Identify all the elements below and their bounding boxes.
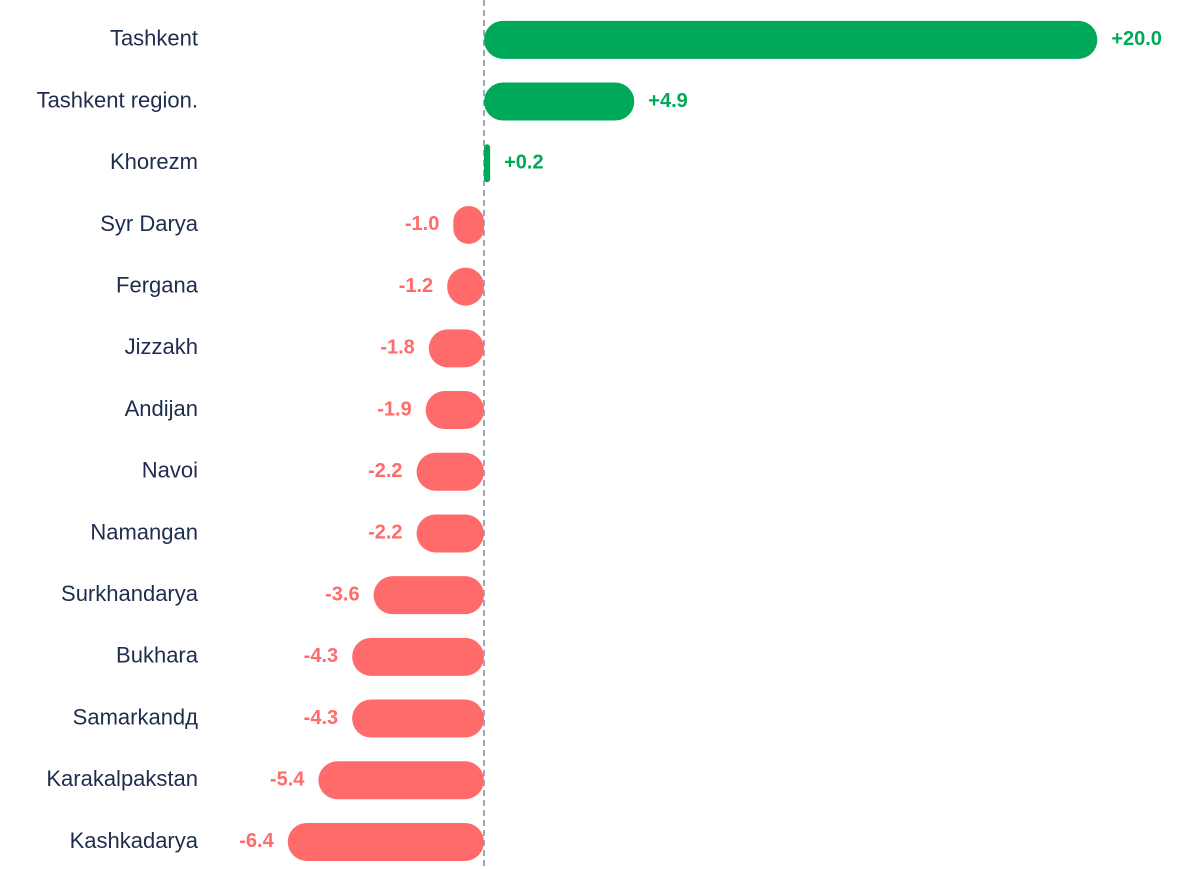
bar (425, 391, 484, 430)
category-label: Jizzakh (125, 334, 198, 359)
category-label: Fergana (116, 272, 199, 297)
bar (287, 822, 484, 861)
category-label: Andijan (125, 396, 198, 421)
bar (484, 20, 1098, 59)
category-label: Tashkent (110, 26, 198, 51)
value-label: -5.4 (270, 769, 305, 791)
bar (484, 144, 491, 183)
value-label: +0.2 (504, 152, 543, 174)
category-label: Khorezm (110, 149, 198, 174)
category-label: Namangan (90, 519, 198, 544)
bar (373, 576, 484, 615)
bar (416, 452, 484, 491)
value-label: -4.3 (304, 645, 338, 667)
value-label: -1.9 (377, 398, 411, 420)
value-label: -2.2 (368, 460, 402, 482)
bar (453, 205, 484, 244)
category-label: Samarkandд (73, 704, 199, 729)
bar (416, 514, 484, 553)
value-label: -2.2 (368, 522, 402, 544)
value-label: +20.0 (1111, 28, 1162, 50)
category-label: Bukhara (116, 643, 199, 668)
bar (484, 82, 635, 121)
category-label: Tashkent region. (37, 87, 198, 112)
bar (447, 267, 484, 306)
category-label: Syr Darya (100, 211, 199, 236)
bar (352, 637, 484, 676)
value-label: -1.8 (380, 337, 414, 359)
value-label: -4.3 (304, 707, 338, 729)
category-label: Kashkadarya (70, 828, 199, 853)
bar (318, 761, 484, 800)
category-label: Karakalpakstan (46, 766, 198, 791)
category-label: Surkhandarya (61, 581, 199, 606)
value-label: -1.0 (405, 213, 439, 235)
value-label: -1.2 (399, 275, 433, 297)
category-label: Navoi (142, 458, 198, 483)
value-label: -3.6 (325, 583, 359, 605)
value-label: +4.9 (648, 90, 687, 112)
value-label: -6.4 (239, 830, 274, 852)
bar (352, 699, 484, 738)
bar (428, 329, 484, 368)
